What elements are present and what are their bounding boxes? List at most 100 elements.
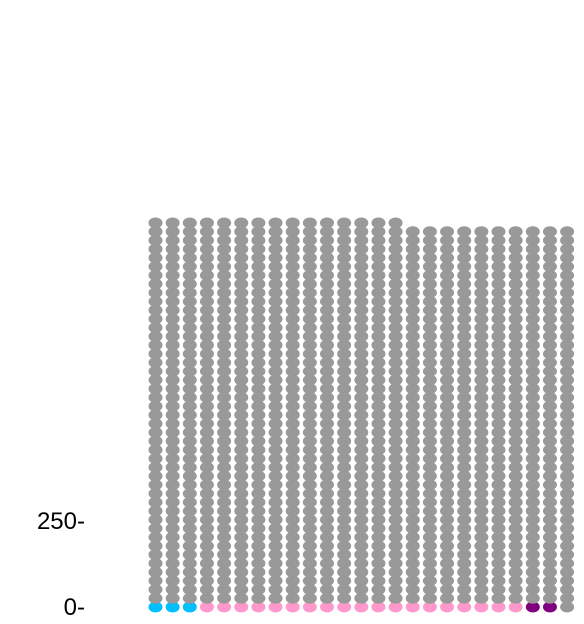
- waffle-dot: [337, 575, 352, 587]
- waffle-dot: [285, 461, 300, 473]
- waffle-dot: [560, 444, 575, 456]
- waffle-dot: [371, 514, 386, 526]
- waffle-dot: [199, 601, 214, 613]
- waffle-dot: [440, 514, 455, 526]
- waffle-dot: [405, 296, 420, 307]
- waffle-dot: [165, 269, 180, 281]
- waffle-dot: [405, 409, 420, 421]
- waffle-dot: [388, 531, 403, 543]
- waffle-dot: [560, 470, 575, 482]
- waffle-dot: [199, 557, 214, 569]
- waffle-dot: [199, 339, 214, 351]
- waffle-dot: [285, 392, 300, 403]
- waffle-dot: [371, 557, 386, 569]
- waffle-dot: [302, 427, 317, 438]
- waffle-dot: [182, 226, 197, 238]
- waffle-dot: [302, 252, 317, 264]
- waffle-dot: [199, 374, 214, 386]
- waffle-dot: [560, 313, 575, 325]
- waffle-dot: [457, 514, 472, 526]
- waffle-dot: [525, 601, 540, 613]
- waffle-dot: [542, 304, 557, 316]
- waffle-dot: [440, 339, 455, 351]
- waffle-dot: [354, 304, 369, 316]
- waffle-dot: [440, 523, 455, 534]
- waffle-dot: [285, 322, 300, 334]
- waffle-dot: [491, 322, 506, 334]
- waffle-dot: [234, 400, 249, 412]
- waffle-dot: [320, 505, 334, 517]
- waffle-dot: [165, 400, 180, 412]
- waffle-dot: [354, 584, 369, 595]
- waffle-dot: [457, 339, 472, 351]
- waffle-dot: [268, 514, 283, 526]
- waffle-dot: [285, 488, 300, 499]
- waffle-dot: [165, 514, 180, 526]
- waffle-dot: [234, 287, 249, 299]
- waffle-dot: [182, 488, 197, 499]
- waffle-dot: [474, 601, 489, 613]
- waffle-dot: [405, 261, 420, 272]
- waffle-dot: [542, 234, 557, 246]
- waffle-dot: [251, 243, 266, 255]
- waffle-dot: [268, 488, 283, 499]
- waffle-dot: [525, 523, 540, 534]
- waffle-dot: [182, 252, 197, 264]
- waffle-dot: [440, 269, 455, 281]
- waffle-dot: [268, 453, 283, 464]
- waffle-dot: [405, 418, 420, 430]
- waffle-dot: [422, 287, 437, 299]
- waffle-dot: [388, 252, 403, 264]
- waffle-dot: [542, 365, 557, 377]
- waffle-dot: [560, 348, 575, 360]
- waffle-dot: [217, 496, 232, 508]
- waffle-dot: [302, 217, 317, 229]
- waffle-dot: [354, 540, 369, 552]
- waffle-dot: [560, 357, 575, 368]
- waffle-dot: [440, 557, 455, 569]
- waffle-dot: [199, 269, 214, 281]
- waffle-dot: [542, 252, 557, 264]
- waffle-dot: [560, 243, 575, 255]
- waffle-dot: [234, 523, 249, 534]
- waffle-dot: [337, 322, 352, 334]
- waffle-dot: [542, 584, 557, 595]
- waffle-dot: [217, 357, 232, 368]
- waffle-dot: [474, 400, 489, 412]
- waffle-dot: [302, 339, 317, 351]
- waffle-dot: [422, 453, 437, 464]
- waffle-dot: [337, 383, 352, 395]
- waffle-dot: [285, 470, 300, 482]
- waffle-dot: [405, 557, 420, 569]
- waffle-dot: [234, 566, 249, 578]
- waffle-dot: [354, 339, 369, 351]
- waffle-dot: [491, 304, 506, 316]
- waffle-dot: [182, 470, 197, 482]
- waffle-dot: [302, 383, 317, 395]
- waffle-dot: [542, 418, 557, 430]
- waffle-dot: [491, 514, 506, 526]
- waffle-dot: [165, 374, 180, 386]
- waffle-dot: [457, 470, 472, 482]
- waffle-dot: [491, 470, 506, 482]
- waffle-dot: [440, 374, 455, 386]
- waffle-dot: [165, 575, 180, 587]
- waffle-dot: [199, 261, 214, 272]
- waffle-dot: [388, 479, 403, 491]
- waffle-dot: [388, 400, 403, 412]
- waffle-dot: [457, 304, 472, 316]
- waffle-dot: [217, 278, 232, 290]
- waffle-dot: [422, 330, 437, 342]
- waffle-dot: [440, 322, 455, 334]
- waffle-dot: [457, 348, 472, 360]
- waffle-dot: [474, 287, 489, 299]
- waffle-dot: [388, 269, 403, 281]
- waffle-dot: [165, 217, 180, 229]
- waffle-dot: [457, 261, 472, 272]
- waffle-dot: [302, 304, 317, 316]
- waffle-dot: [422, 348, 437, 360]
- waffle-dot: [302, 313, 317, 325]
- waffle-dot: [199, 584, 214, 595]
- waffle-dot: [354, 383, 369, 395]
- waffle-dot: [508, 287, 523, 299]
